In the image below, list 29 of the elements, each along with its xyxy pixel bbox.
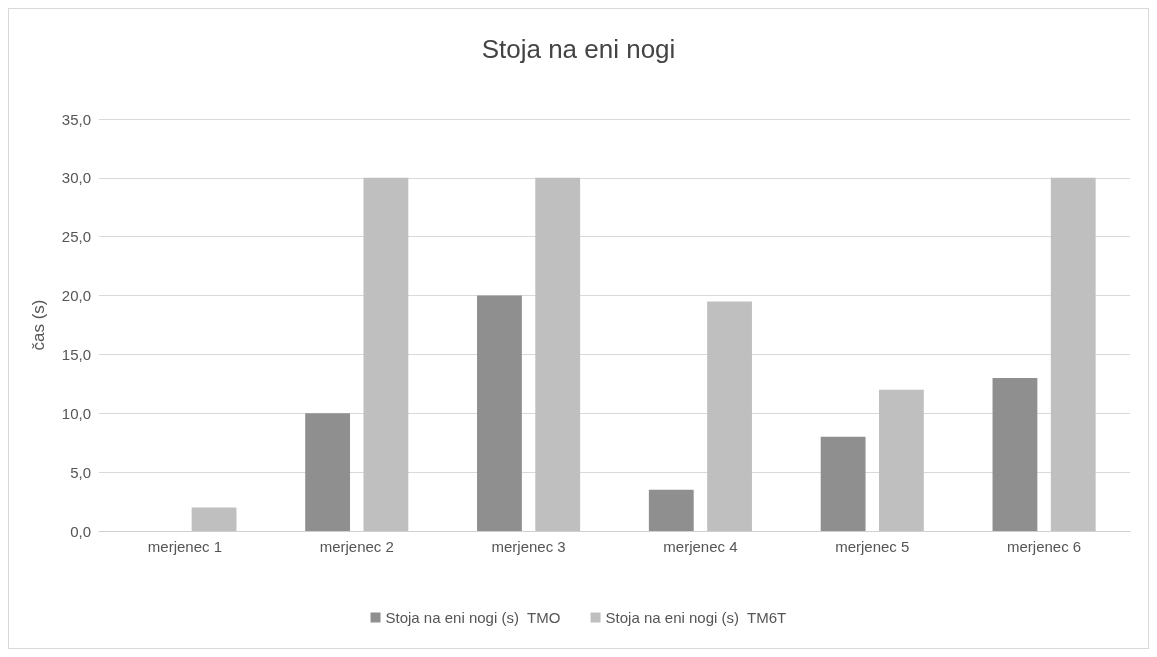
x-tick-label: merjenec 6 <box>1006 538 1082 555</box>
bar <box>535 177 581 531</box>
bar <box>648 489 694 531</box>
bar <box>992 377 1038 531</box>
legend-label: Stoja na eni nogi (s) TM6T <box>605 609 787 626</box>
legend-label: Stoja na eni nogi (s) TMO <box>385 609 561 626</box>
bar <box>707 301 752 531</box>
x-tick-label: merjenec 1 <box>147 538 223 555</box>
x-tick-label: merjenec 3 <box>491 538 566 555</box>
bar <box>191 507 237 531</box>
y-tick-label: 20,0 <box>61 287 91 305</box>
x-tick-label: merjenec 2 <box>319 538 394 555</box>
bar <box>477 295 522 531</box>
y-tick-label: 10,0 <box>61 404 91 422</box>
bar <box>1050 177 1096 531</box>
y-axis-title: čas (s) <box>29 299 48 351</box>
y-tick-label: 25,0 <box>61 228 91 246</box>
bar <box>878 389 924 531</box>
x-tick-label: merjenec 4 <box>663 538 738 555</box>
bar <box>305 413 351 531</box>
y-tick-label: 0,0 <box>70 522 91 540</box>
y-tick-label: 35,0 <box>61 110 91 128</box>
bar <box>363 177 409 531</box>
x-tick-label: merjenec 5 <box>835 538 910 555</box>
chart-title: Stoja na eni nogi <box>481 34 676 64</box>
bar <box>820 436 866 531</box>
y-tick-label: 30,0 <box>61 169 91 187</box>
y-tick-label: 15,0 <box>61 345 91 363</box>
y-tick-label: 5,0 <box>70 463 91 481</box>
